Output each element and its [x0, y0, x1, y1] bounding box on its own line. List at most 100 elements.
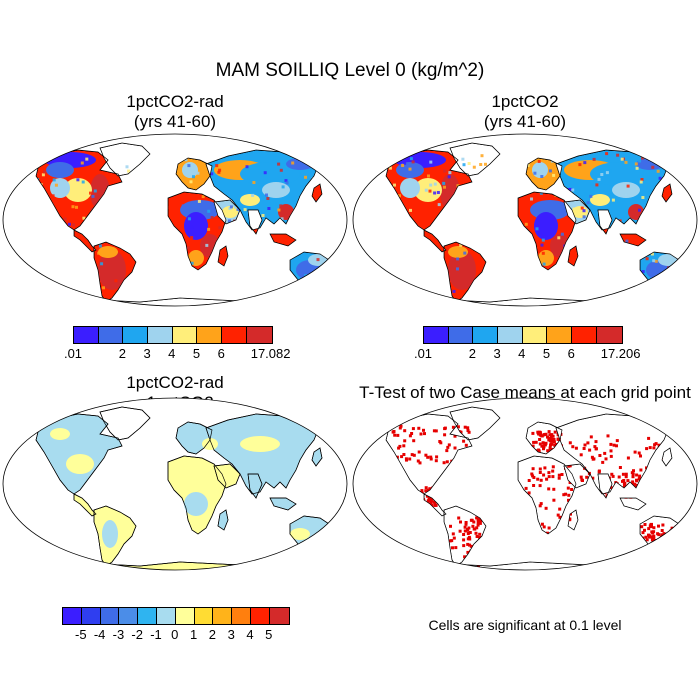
colorbar-swatch: [74, 327, 99, 343]
panel-d-title: T-Test of two Case means at each grid po…: [352, 383, 698, 403]
landmass-antarctica: [353, 561, 697, 570]
colorbar-tick-label: -5: [75, 627, 87, 642]
colorbar-swatch: [269, 608, 289, 624]
field-patch: [46, 162, 74, 178]
colorbar-tick-label: 1: [189, 627, 198, 642]
panel-a-title: 1pctCO2-rad (yrs 41-60): [25, 92, 325, 132]
field-patch: [612, 182, 640, 198]
colorbar-swatch: [250, 608, 270, 624]
land-layer: [353, 134, 697, 306]
landmass-newZealand: [333, 545, 343, 559]
colorbar-tick-label: 4: [518, 346, 526, 361]
field-patch: [66, 454, 94, 474]
field-patch: [98, 246, 118, 258]
colorbar-tick-label: 2: [468, 346, 477, 361]
landmass-antarctica: [3, 561, 347, 570]
colorbar-tick-label: 0: [171, 627, 179, 642]
colorbar-swatch: [98, 327, 124, 343]
panel-a-title-line2: (yrs 41-60): [133, 112, 217, 131]
colorbar-tick-label: 2: [118, 346, 127, 361]
colorbar-swatch: [522, 327, 548, 343]
panel-c-map: [2, 397, 348, 571]
colorbar-tick-label: 3: [493, 346, 501, 361]
colorbar-tick-label: 2: [208, 627, 217, 642]
field-patch: [184, 492, 208, 516]
colorbar-swatch: [156, 608, 176, 624]
colorbar-tick-label: 17.082: [250, 346, 291, 361]
field-patch: [286, 158, 314, 170]
landmass-newZealand: [333, 281, 343, 295]
field-patch: [448, 246, 468, 258]
figure-title: MAM SOILLIQ Level 0 (kg/m^2): [215, 60, 485, 81]
field-patch: [50, 428, 70, 440]
globe-outline: [352, 397, 698, 571]
field-patch: [658, 254, 678, 266]
colorbar-swatch: [473, 327, 499, 343]
colorbar-tick-label: 3: [143, 346, 151, 361]
colorbar-tick-label: 3: [227, 627, 235, 642]
landmass-antarctica: [3, 297, 347, 306]
panel-b-colorbar-labels: .01 2 3 4 5 6 17.206: [414, 346, 641, 362]
colorbar-swatch: [63, 608, 82, 624]
field-patch: [102, 520, 118, 548]
colorbar-swatch: [547, 327, 573, 343]
colorbar-swatch: [448, 327, 474, 343]
panel-c-title-line1: 1pctCO2-rad: [126, 373, 224, 392]
colorbar-tick-label: 6: [567, 346, 575, 361]
panel-c-colorbar: [62, 607, 290, 625]
panel-b-map: [352, 133, 698, 307]
colorbar-tick-label: .01: [63, 346, 83, 361]
land-layer: [3, 406, 347, 570]
colorbar-swatch: [81, 608, 101, 624]
field-patch: [184, 212, 208, 240]
colorbar-swatch: [148, 327, 173, 343]
field-patch: [240, 436, 280, 452]
colorbar-swatch: [232, 608, 251, 624]
colorbar-swatch: [100, 608, 120, 624]
land-layer: [3, 134, 347, 306]
land-layer: [353, 398, 697, 570]
colorbar-tick-label: 6: [217, 346, 225, 361]
colorbar-tick-label: .01: [413, 346, 433, 361]
colorbar-tick-label: 5: [542, 346, 551, 361]
colorbar-swatch: [194, 608, 214, 624]
colorbar-swatch: [175, 608, 195, 624]
panel-b-title: 1pctCO2 (yrs 41-60): [375, 92, 675, 132]
colorbar-swatch: [172, 327, 198, 343]
field-patch: [448, 250, 476, 290]
field-patch: [202, 438, 218, 450]
field-patch: [590, 194, 610, 206]
landmass-newZealand: [683, 281, 693, 295]
colorbar-swatch: [424, 327, 449, 343]
panel-b-colorbar: [423, 326, 623, 344]
panel-a-title-line1: 1pctCO2-rad: [126, 92, 224, 111]
panel-d-map: [352, 397, 698, 571]
colorbar-swatch: [246, 327, 272, 343]
panel-c-colorbar-labels: -5 -4 -3 -2 -1 0 1 2 3 4 5: [62, 627, 288, 643]
panel-d-title-line1: T-Test of two Case means at each grid po…: [359, 383, 691, 402]
landmass-newZealand: [683, 545, 693, 559]
globe-outline: [2, 133, 348, 307]
field-patch: [534, 212, 558, 240]
colorbar-swatch: [572, 327, 597, 343]
significance-note: Cells are significant at 0.1 level: [428, 617, 622, 633]
field-patch: [532, 162, 548, 178]
colorbar-tick-label: 5: [192, 346, 201, 361]
panel-a-colorbar-labels: .01 2 3 4 5 6 17.082: [64, 346, 291, 362]
colorbar-tick-label: 4: [246, 627, 254, 642]
colorbar-swatch: [138, 608, 157, 624]
panel-b-title-line1: 1pctCO2: [491, 92, 559, 111]
colorbar-swatch: [498, 327, 523, 343]
colorbar-tick-label: -1: [150, 627, 162, 642]
field-patch: [98, 250, 126, 290]
colorbar-swatch: [213, 608, 233, 624]
field-patch: [290, 528, 310, 540]
colorbar-swatch: [222, 327, 247, 343]
field-patch: [182, 162, 198, 178]
colorbar-swatch: [197, 327, 223, 343]
colorbar-tick-label: -4: [93, 627, 106, 642]
colorbar-tick-label: 5: [265, 627, 273, 642]
field-patch: [64, 178, 92, 202]
panel-a-colorbar: [73, 326, 273, 344]
field-patch: [572, 206, 588, 218]
